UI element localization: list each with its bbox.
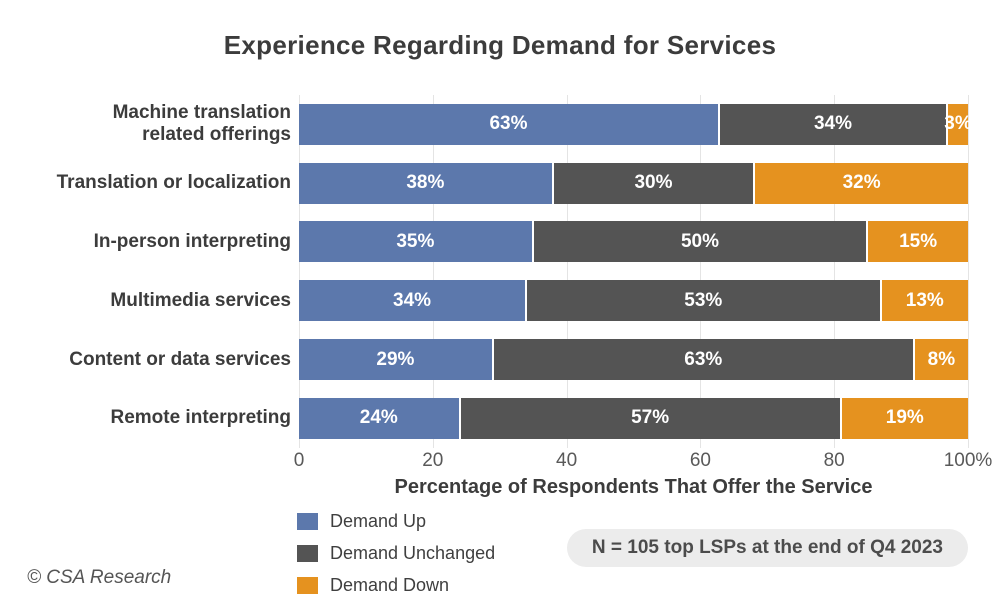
chart-title: Experience Regarding Demand for Services	[223, 30, 777, 60]
legend-item: Demand Unchanged	[297, 543, 495, 564]
legend-swatch-demand-up	[297, 513, 318, 530]
bar-value-label: 19%	[885, 407, 924, 429]
x-tick-label: 0	[293, 450, 305, 471]
chart-row: Remote interpreting 24% 57% 19%	[0, 389, 1000, 448]
bar-value-label: 35%	[396, 230, 435, 252]
bar-segment: 13%	[881, 280, 968, 322]
bar-segment: 15%	[868, 221, 968, 263]
legend-label: Demand Down	[330, 575, 450, 595]
gridline	[432, 95, 434, 448]
bar-value-label: 15%	[899, 230, 938, 252]
bar-track: 35% 50% 15%	[299, 221, 968, 263]
legend-label: Demand Unchanged	[330, 543, 496, 563]
copyright-credit: © CSA Research	[27, 567, 172, 588]
x-tick-label: 100%	[943, 450, 993, 471]
plot-area: Machine translation related offerings 63%…	[0, 95, 1000, 498]
bar-segment: 38%	[299, 162, 552, 204]
category-label: Machine translation related offerings	[112, 102, 291, 146]
bar-value-label: 32%	[842, 172, 881, 194]
bar-segment: 30%	[553, 162, 754, 204]
bar-value-label: 3%	[944, 113, 972, 135]
bar-value-label: 50%	[680, 230, 720, 252]
bar-value-label: 34%	[393, 289, 432, 311]
bar-segment: 19%	[841, 397, 968, 439]
x-tick-label: 60	[689, 450, 711, 471]
chart-row: Translation or localization 38% 30% 32%	[0, 154, 1000, 213]
bar-track: 24% 57% 19%	[299, 397, 968, 439]
chart-row: Multimedia services 34% 53% 13%	[0, 271, 1000, 330]
bar-segment: 8%	[914, 339, 968, 381]
category-label: Multimedia services	[110, 289, 291, 311]
bar-segment: 32%	[755, 162, 968, 204]
legend-item: Demand Down	[297, 575, 495, 596]
gridline	[700, 95, 702, 448]
gridline	[968, 95, 969, 448]
category-label: Translation or localization	[56, 172, 291, 194]
category-label: Remote interpreting	[110, 407, 291, 429]
x-axis-label: Percentage of Respondents That Offer the…	[394, 476, 873, 498]
sample-size-note: N = 105 top LSPs at the end of Q4 2023	[566, 529, 968, 567]
bar-value-label: 34%	[813, 113, 853, 135]
category-label: Content or data services	[69, 348, 291, 370]
bar-value-label: 38%	[406, 172, 445, 194]
legend-label: Demand Up	[330, 511, 427, 531]
legend-swatch-demand-down	[297, 577, 318, 594]
bar-segment: 34%	[719, 103, 947, 145]
gridline	[566, 95, 568, 448]
bar-segment: 34%	[299, 280, 526, 322]
bar-value-label: 63%	[684, 348, 723, 370]
chart-row: Content or data services 29% 63% 8%	[0, 330, 1000, 389]
legend-item: Demand Up	[297, 511, 495, 532]
bar-value-label: 24%	[359, 407, 398, 429]
gridline	[834, 95, 836, 448]
bar-segment: 3%	[944, 103, 972, 145]
bar-track: 34% 53% 13%	[299, 280, 968, 322]
bar-segment: 50%	[533, 221, 867, 263]
bar-segment: 63%	[493, 339, 913, 381]
bar-segment: 53%	[527, 280, 880, 322]
x-tick-label: 40	[556, 450, 578, 471]
x-tick-label: 80	[823, 450, 845, 471]
chart-rows: Machine translation related offerings 63%…	[0, 95, 1000, 448]
bar-value-label: 57%	[631, 407, 670, 429]
gridlines	[299, 95, 969, 448]
bar-track: 29% 63% 8%	[299, 339, 968, 381]
bar-value-label: 30%	[634, 172, 673, 194]
gridline	[299, 95, 300, 448]
bar-value-label: 13%	[905, 289, 944, 311]
bar-value-label: 8%	[927, 348, 956, 370]
legend: Demand Up Demand Unchanged Demand Down	[297, 511, 495, 603]
bar-segment: 24%	[299, 397, 459, 439]
bar-segment: 63%	[299, 103, 718, 145]
bar-segment: 29%	[299, 339, 492, 381]
bar-value-label: 29%	[376, 348, 415, 370]
bar-value-label: 53%	[684, 289, 723, 311]
bar-segment: 35%	[299, 221, 532, 263]
bar-segment: 57%	[460, 397, 840, 439]
category-label: In-person interpreting	[93, 230, 291, 252]
x-axis-ticks: 0 20 40 60 80 100%	[294, 450, 993, 474]
legend-swatch-demand-unchanged	[297, 545, 318, 562]
bar-track: 63% 34% 3%	[299, 103, 972, 145]
chart-row: In-person interpreting 35% 50% 15%	[0, 213, 1000, 272]
x-tick-label: 20	[422, 450, 444, 471]
bar-track: 38% 30% 32%	[299, 162, 968, 204]
chart-row: Machine translation related offerings 63%…	[0, 95, 1000, 154]
bar-value-label: 63%	[489, 113, 528, 135]
